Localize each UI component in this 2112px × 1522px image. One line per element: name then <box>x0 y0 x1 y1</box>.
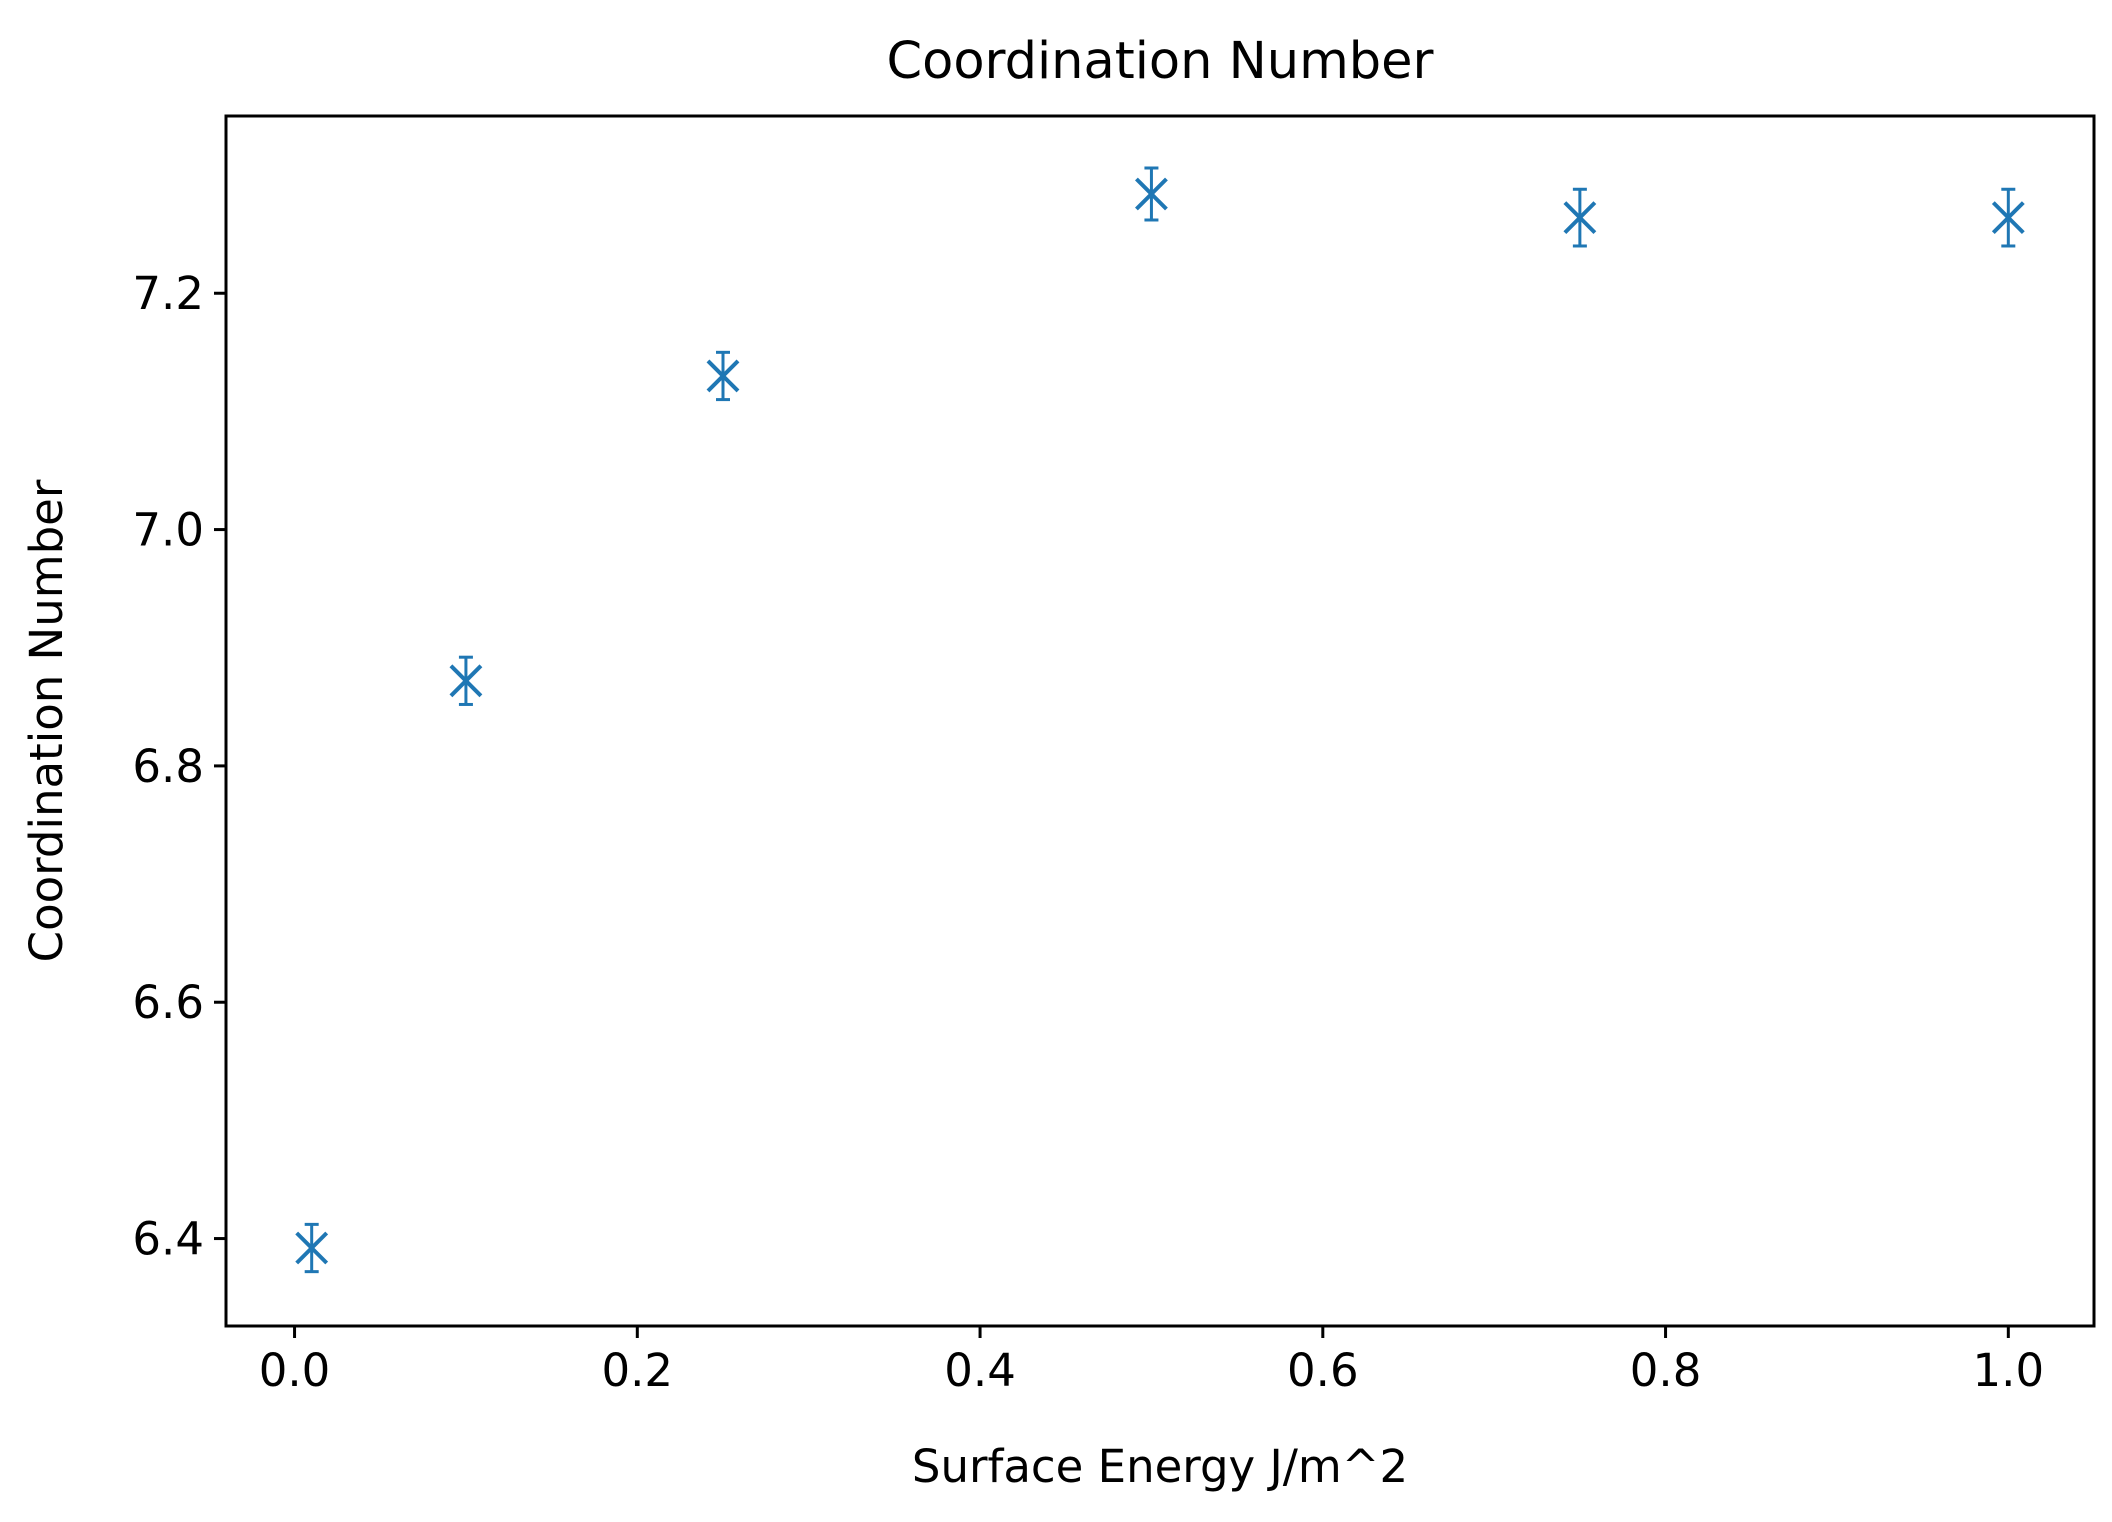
marker-stroke <box>449 664 483 698</box>
marker-stroke <box>1563 201 1597 235</box>
y-tick-label: 6.8 <box>132 740 204 793</box>
x-axis-label: Surface Energy J/m^2 <box>912 1440 1408 1493</box>
data-series <box>295 166 2025 1274</box>
x-tick-label: 0.0 <box>259 1344 331 1397</box>
x-tick-label: 0.2 <box>602 1344 674 1397</box>
marker-stroke <box>295 1231 329 1265</box>
y-tick-label: 6.6 <box>132 976 204 1029</box>
x-tick-label: 0.4 <box>944 1344 1016 1397</box>
data-point <box>1991 187 2025 248</box>
x-tick-label: 0.8 <box>1630 1344 1702 1397</box>
data-point <box>706 350 740 402</box>
marker-stroke <box>1135 177 1168 211</box>
data-point <box>295 1222 329 1274</box>
marker-stroke <box>1991 201 2025 235</box>
data-point <box>449 655 483 706</box>
marker-stroke <box>706 359 740 393</box>
x-tick-label: 1.0 <box>1973 1344 2045 1397</box>
x-tick-label: 0.6 <box>1287 1344 1359 1397</box>
plot-area <box>224 114 2096 1328</box>
data-point <box>1563 187 1597 248</box>
data-point <box>1135 166 1168 222</box>
y-tick-label: 7.0 <box>132 504 204 557</box>
y-tick-label: 7.2 <box>132 267 204 320</box>
y-axis-label: Coordination Number <box>20 479 73 962</box>
x-axis: 0.0 0.2 0.4 0.6 0.8 1.0 <box>259 1326 2044 1397</box>
y-tick-label: 6.4 <box>132 1213 204 1266</box>
y-axis: 6.4 6.6 6.8 7.0 7.2 <box>132 267 226 1266</box>
chart-title: Coordination Number <box>887 32 1434 91</box>
